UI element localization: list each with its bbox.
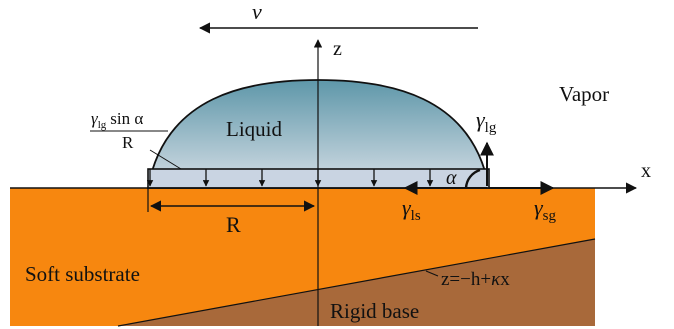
gamma-lg-subscript: lg: [485, 120, 497, 136]
gamma-sg-label: γsg: [534, 195, 557, 224]
gamma-ls-subscript: ls: [411, 208, 421, 224]
soft-substrate-label: Soft substrate: [25, 262, 140, 286]
gamma-sg-subscript: sg: [543, 208, 557, 224]
base-equation-right: x: [500, 269, 510, 290]
gamma-ls-label: γls: [402, 195, 421, 224]
gamma-lg-label: γlg: [476, 107, 497, 136]
tension-fraction-label: γlg sin α R: [90, 109, 168, 152]
x-axis-label: x: [641, 160, 651, 182]
rigid-base-label: Rigid base: [330, 299, 419, 323]
rigid-base-boundary: [117, 238, 596, 327]
gamma-sg-symbol: γ: [534, 195, 544, 220]
fraction-sin-alpha: sin α: [110, 109, 143, 128]
contact-angle-arc: [464, 168, 481, 189]
gamma-ls-symbol: γ: [402, 195, 412, 220]
base-equation-left: z=−h+: [441, 269, 491, 290]
base-equation-kappa: κ: [491, 269, 501, 290]
base-equation-label: z=−h+κx: [441, 269, 510, 290]
gamma-lg-symbol: γ: [476, 107, 486, 132]
z-axis-label: z: [333, 38, 342, 60]
vapor-label: Vapor: [559, 82, 609, 106]
radius-label: R: [226, 212, 241, 237]
liquid-label: Liquid: [226, 117, 282, 141]
fraction-leader-line: [149, 149, 182, 170]
fraction-gamma: γ: [91, 109, 99, 128]
base-equation-leader: [425, 270, 439, 277]
distributed-load-arrows: [146, 169, 434, 187]
velocity-label: v: [252, 0, 262, 24]
fraction-gamma-sub: lg: [98, 119, 107, 131]
contact-angle-label: α: [446, 167, 457, 189]
fraction-denominator: R: [122, 133, 134, 152]
